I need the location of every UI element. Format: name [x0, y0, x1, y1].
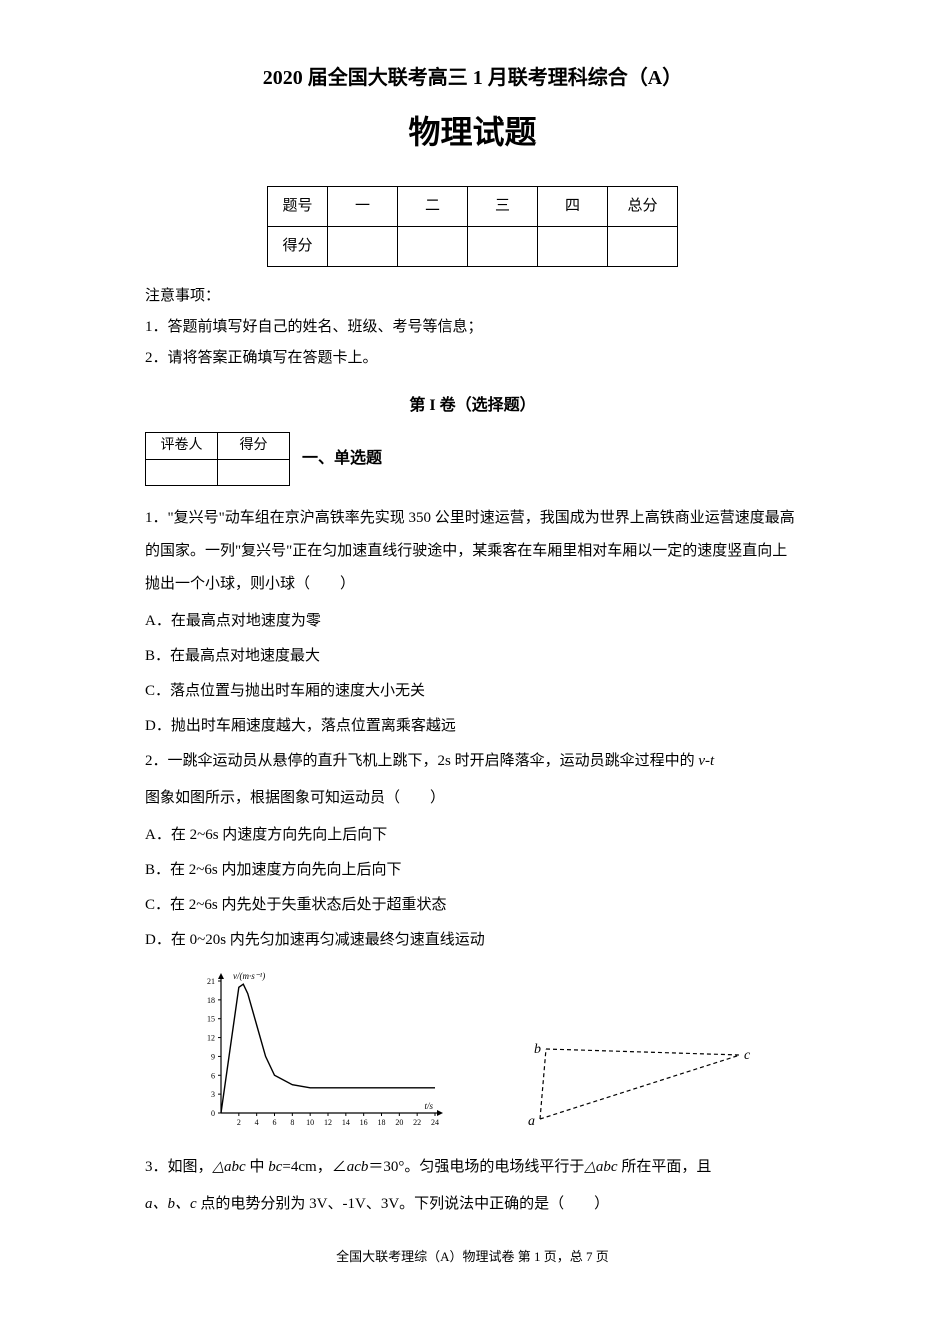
- score-table-cell: [468, 226, 538, 266]
- score-table-cell: [398, 226, 468, 266]
- svg-text:20: 20: [395, 1118, 403, 1127]
- question-text-segment: 中: [246, 1159, 269, 1175]
- question-option: C．落点位置与抛出时车厢的速度大小无关: [145, 675, 800, 708]
- score-table-cell: 题号: [268, 186, 328, 226]
- exam-title: 2020 届全国大联考高三 1 月联考理科综合（A）: [145, 60, 800, 96]
- variable-text: v-t: [698, 753, 714, 769]
- svg-text:21: 21: [207, 977, 215, 986]
- notice-header: 注意事项：: [145, 283, 800, 310]
- question-text: a、b、c 点的电势分别为 3V、-1V、3V。下列说法中正确的是（ ）: [145, 1188, 800, 1221]
- question-option: B．在 2~6s 内加速度方向先向上后向下: [145, 854, 800, 887]
- svg-text:0: 0: [211, 1109, 215, 1118]
- svg-text:18: 18: [207, 995, 215, 1004]
- subsection-label: 一、单选题: [302, 445, 382, 474]
- question-text: 1．"复兴号"动车组在京沪高铁率先实现 350 公里时速运营，我国成为世界上高铁…: [145, 502, 800, 601]
- score-table-cell: [538, 226, 608, 266]
- svg-text:4: 4: [255, 1118, 259, 1127]
- question-text: 图象如图所示，根据图象可知运动员（ ）: [145, 782, 800, 815]
- question-text: 2．一跳伞运动员从悬停的直升飞机上跳下，2s 时开启降落伞，运动员跳伞过程中的 …: [145, 745, 800, 778]
- question-text-segment: =4cm，∠: [282, 1159, 346, 1175]
- triangle-diagram: a b c: [520, 1035, 760, 1135]
- grader-cell: 得分: [218, 433, 290, 459]
- vt-chart: 03691215182124681012141618202224v/(m·s⁻¹…: [185, 965, 445, 1135]
- svg-text:6: 6: [273, 1118, 277, 1127]
- notice-item: 1．答题前填写好自己的姓名、班级、考号等信息；: [145, 314, 800, 341]
- question-text-segment: 所在平面，且: [618, 1159, 712, 1175]
- svg-text:6: 6: [211, 1071, 215, 1080]
- grader-box: 评卷人 得分: [145, 432, 290, 485]
- score-table-cell: [608, 226, 678, 266]
- grader-cell: [146, 459, 218, 485]
- svg-text:3: 3: [211, 1090, 215, 1099]
- svg-text:12: 12: [207, 1033, 215, 1042]
- score-table-cell: [328, 226, 398, 266]
- question-option: B．在最高点对地速度最大: [145, 640, 800, 673]
- variable-text: a、b、c: [145, 1196, 197, 1212]
- svg-text:c: c: [744, 1048, 751, 1063]
- question-text-segment: 3．如图，: [145, 1159, 213, 1175]
- score-table-cell: 一: [328, 186, 398, 226]
- exam-subtitle: 物理试题: [145, 104, 800, 162]
- question-text-segment: 2．一跳伞运动员从悬停的直升飞机上跳下，2s 时开启降落伞，运动员跳伞过程中的: [145, 753, 698, 769]
- svg-text:14: 14: [342, 1118, 350, 1127]
- score-table-cell: 三: [468, 186, 538, 226]
- score-table-cell: 总分: [608, 186, 678, 226]
- question-option: A．在 2~6s 内速度方向先向上后向下: [145, 819, 800, 852]
- svg-text:15: 15: [207, 1014, 215, 1023]
- svg-text:22: 22: [413, 1118, 421, 1127]
- svg-text:v/(m·s⁻¹): v/(m·s⁻¹): [233, 971, 265, 981]
- score-table: 题号 一 二 三 四 总分 得分: [267, 186, 678, 267]
- score-table-cell: 二: [398, 186, 468, 226]
- figures-row: 03691215182124681012141618202224v/(m·s⁻¹…: [185, 965, 760, 1135]
- question-option: C．在 2~6s 内先处于失重状态后处于超重状态: [145, 889, 800, 922]
- section-title: 第 I 卷（选择题）: [145, 392, 800, 421]
- question-option: D．抛出时车厢速度越大，落点位置离乘客越远: [145, 710, 800, 743]
- grader-cell: [218, 459, 290, 485]
- svg-text:b: b: [534, 1042, 541, 1057]
- variable-text: △abc: [584, 1159, 617, 1175]
- svg-text:18: 18: [378, 1118, 386, 1127]
- svg-text:24: 24: [431, 1118, 439, 1127]
- variable-text: acb: [347, 1159, 369, 1175]
- svg-text:12: 12: [324, 1118, 332, 1127]
- question-text-segment: 点的电势分别为 3V、-1V、3V。下列说法中正确的是（ ）: [197, 1196, 610, 1212]
- svg-text:t/s: t/s: [424, 1101, 433, 1111]
- notice-item: 2．请将答案正确填写在答题卡上。: [145, 345, 800, 372]
- question-option: D．在 0~20s 内先匀加速再匀减速最终匀速直线运动: [145, 924, 800, 957]
- svg-text:8: 8: [290, 1118, 294, 1127]
- svg-text:10: 10: [306, 1118, 314, 1127]
- subsection-header: 评卷人 得分 一、单选题: [145, 432, 800, 485]
- svg-text:a: a: [528, 1114, 535, 1129]
- variable-text: △abc: [213, 1159, 246, 1175]
- page-footer: 全国大联考理综（A）物理试卷 第 1 页，总 7 页: [145, 1245, 800, 1268]
- variable-text: bc: [268, 1159, 282, 1175]
- svg-text:2: 2: [237, 1118, 241, 1127]
- svg-text:16: 16: [360, 1118, 368, 1127]
- grader-cell: 评卷人: [146, 433, 218, 459]
- score-table-cell: 四: [538, 186, 608, 226]
- question-text: 3．如图，△abc 中 bc=4cm，∠acb＝30°。匀强电场的电场线平行于△…: [145, 1151, 800, 1184]
- score-table-cell: 得分: [268, 226, 328, 266]
- question-option: A．在最高点对地速度为零: [145, 605, 800, 638]
- svg-text:9: 9: [211, 1052, 215, 1061]
- question-text-segment: ＝30°。匀强电场的电场线平行于: [368, 1159, 584, 1175]
